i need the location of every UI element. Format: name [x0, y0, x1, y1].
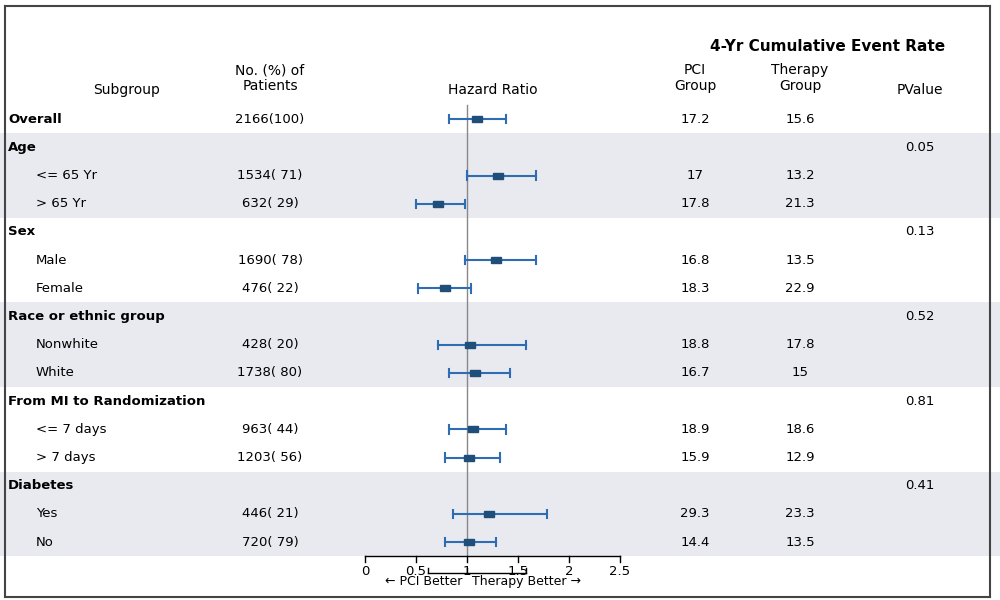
Text: 0.05: 0.05: [905, 141, 935, 154]
Text: No. (%) of
Patients: No. (%) of Patients: [235, 63, 305, 93]
Text: 0: 0: [361, 565, 369, 578]
Text: Yes: Yes: [36, 508, 57, 520]
Text: 12.9: 12.9: [785, 451, 815, 464]
Text: 632( 29): 632( 29): [242, 197, 298, 210]
Text: 18.6: 18.6: [785, 423, 815, 436]
Text: Sex: Sex: [8, 226, 35, 238]
Text: 16.7: 16.7: [680, 367, 710, 379]
Text: No: No: [36, 536, 54, 548]
Text: > 65 Yr: > 65 Yr: [36, 197, 86, 210]
Bar: [440, 286, 450, 291]
Text: > 7 days: > 7 days: [36, 451, 96, 464]
Text: 1.5: 1.5: [507, 565, 529, 578]
Text: 15.6: 15.6: [785, 113, 815, 125]
Text: Nonwhite: Nonwhite: [36, 338, 99, 351]
Bar: [0, 472, 1000, 500]
Text: 13.5: 13.5: [785, 254, 815, 266]
Text: 17: 17: [686, 169, 704, 182]
Text: 21.3: 21.3: [785, 197, 815, 210]
Text: White: White: [36, 367, 75, 379]
Text: ← PCI Better: ← PCI Better: [385, 575, 462, 588]
Text: 1203( 56): 1203( 56): [237, 451, 303, 464]
Text: 18.8: 18.8: [680, 338, 710, 351]
Text: PCI
Group: PCI Group: [674, 63, 716, 93]
Text: 1534( 71): 1534( 71): [237, 169, 303, 182]
Text: 428( 20): 428( 20): [242, 338, 298, 351]
Text: 17.2: 17.2: [680, 113, 710, 125]
Text: 13.2: 13.2: [785, 169, 815, 182]
Text: 963( 44): 963( 44): [242, 423, 298, 436]
Text: 23.3: 23.3: [785, 508, 815, 520]
Text: 0.81: 0.81: [905, 395, 935, 407]
Bar: [0, 500, 1000, 528]
Bar: [491, 257, 501, 263]
Text: 2: 2: [565, 565, 573, 578]
Bar: [0, 302, 1000, 331]
Bar: [464, 539, 474, 545]
Text: 15: 15: [792, 367, 808, 379]
Text: From MI to Randomization: From MI to Randomization: [8, 395, 205, 407]
Text: 476( 22): 476( 22): [242, 282, 298, 295]
Text: 1738( 80): 1738( 80): [237, 367, 303, 379]
Text: 18.3: 18.3: [680, 282, 710, 295]
Text: Subgroup: Subgroup: [93, 83, 160, 97]
Bar: [433, 201, 443, 207]
Text: Therapy Better →: Therapy Better →: [472, 575, 581, 588]
Bar: [0, 528, 1000, 556]
Bar: [0, 359, 1000, 387]
Text: 2.5: 2.5: [609, 565, 631, 578]
Bar: [0, 161, 1000, 190]
Bar: [493, 173, 503, 179]
Text: Age: Age: [8, 141, 37, 154]
Text: 1690( 78): 1690( 78): [238, 254, 302, 266]
Text: 29.3: 29.3: [680, 508, 710, 520]
Text: 18.9: 18.9: [680, 423, 710, 436]
Text: 17.8: 17.8: [680, 197, 710, 210]
Bar: [470, 370, 480, 376]
Text: 17.8: 17.8: [785, 338, 815, 351]
Text: 0.41: 0.41: [905, 479, 935, 492]
Text: Therapy
Group: Therapy Group: [771, 63, 829, 93]
Bar: [484, 511, 494, 517]
Text: <= 7 days: <= 7 days: [36, 423, 106, 436]
Text: 14.4: 14.4: [680, 536, 710, 548]
Text: 13.5: 13.5: [785, 536, 815, 548]
Bar: [0, 133, 1000, 161]
Bar: [0, 331, 1000, 359]
Text: 16.8: 16.8: [680, 254, 710, 266]
Bar: [465, 341, 475, 348]
Text: Diabetes: Diabetes: [8, 479, 74, 492]
Bar: [0, 190, 1000, 218]
Text: 0.13: 0.13: [905, 226, 935, 238]
Text: 720( 79): 720( 79): [242, 536, 298, 548]
Text: <= 65 Yr: <= 65 Yr: [36, 169, 97, 182]
Text: Female: Female: [36, 282, 84, 295]
Text: PValue: PValue: [897, 83, 943, 97]
Text: 22.9: 22.9: [785, 282, 815, 295]
Text: Overall: Overall: [8, 113, 62, 125]
Text: 1: 1: [463, 565, 471, 578]
Text: 4-Yr Cumulative Event Rate: 4-Yr Cumulative Event Rate: [710, 39, 945, 54]
Text: Hazard Ratio: Hazard Ratio: [448, 83, 537, 97]
Bar: [472, 116, 482, 122]
Text: 2166(100): 2166(100): [235, 113, 305, 125]
Text: 0.52: 0.52: [905, 310, 935, 323]
Text: 0.5: 0.5: [406, 565, 426, 578]
Bar: [464, 455, 474, 461]
Text: Male: Male: [36, 254, 68, 266]
Text: Race or ethnic group: Race or ethnic group: [8, 310, 165, 323]
Text: 15.9: 15.9: [680, 451, 710, 464]
Text: 446( 21): 446( 21): [242, 508, 298, 520]
Bar: [468, 426, 478, 432]
